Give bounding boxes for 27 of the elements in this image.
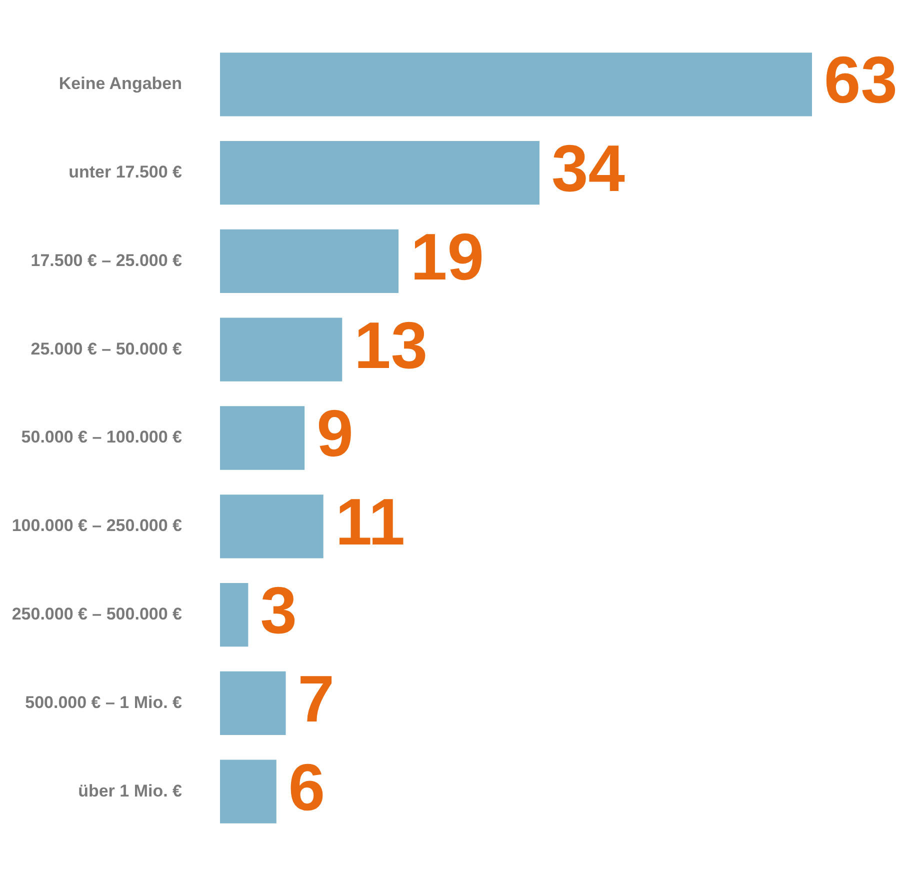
- bar: [220, 760, 276, 824]
- bar: [220, 582, 248, 647]
- bar: [220, 494, 324, 558]
- data-label: 9: [316, 396, 354, 470]
- data-label: 7: [298, 661, 334, 736]
- y-tick-label: 25.000 € – 50.000 €: [30, 339, 183, 358]
- bar: [220, 406, 305, 470]
- data-label: 11: [335, 484, 406, 559]
- data-label: 19: [410, 219, 484, 294]
- data-label: 34: [551, 131, 626, 206]
- bar: [220, 318, 342, 382]
- y-tick-label: Keine Angaben: [58, 74, 182, 94]
- bar: [220, 52, 812, 116]
- bar: [220, 671, 286, 736]
- y-tick-label: 100.000 € – 250.000 €: [12, 516, 183, 536]
- bar: [220, 229, 399, 294]
- data-label: 6: [288, 750, 326, 824]
- bar: [220, 140, 540, 205]
- y-tick-label: 17.500 € – 25.000 €: [30, 250, 183, 270]
- data-label: 63: [824, 42, 898, 117]
- y-tick-label: 50.000 € – 100.000 €: [21, 428, 183, 447]
- y-tick-label: 250.000 € – 500.000 €: [12, 604, 183, 624]
- data-label: 3: [260, 573, 297, 648]
- y-tick-label: 500.000 € – 1 Mio. €: [25, 692, 183, 712]
- y-tick-label: über 1 Mio. €: [78, 781, 183, 800]
- y-tick-label: unter 17.500 €: [68, 162, 183, 182]
- data-label: 13: [354, 308, 428, 382]
